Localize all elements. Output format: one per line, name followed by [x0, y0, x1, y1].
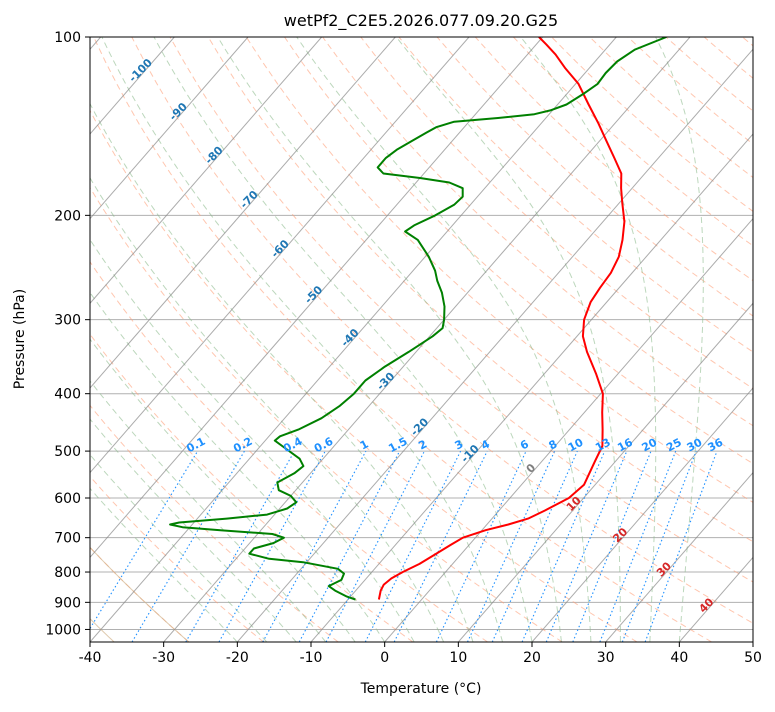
x-tick-label: 20: [523, 650, 541, 666]
x-tick-label: 30: [597, 650, 615, 666]
y-tick-label: 1000: [45, 622, 81, 638]
x-tick-label: 0: [380, 650, 389, 666]
y-tick-label: 400: [54, 387, 81, 403]
y-tick-label: 900: [54, 595, 81, 611]
y-tick-label: 800: [54, 565, 81, 581]
y-axis-label: Pressure (hPa): [12, 289, 28, 389]
x-tick-label: 10: [449, 650, 467, 666]
x-tick-label: -10: [300, 650, 323, 666]
y-tick-label: 600: [54, 491, 81, 507]
y-tick-label: 200: [54, 208, 81, 224]
y-tick-label: 500: [54, 444, 81, 460]
x-tick-label: 50: [744, 650, 762, 666]
x-tick-label: -40: [79, 650, 102, 666]
y-tick-label: 300: [54, 313, 81, 329]
x-tick-label: -20: [226, 650, 249, 666]
x-axis-label: Temperature (°C): [360, 681, 482, 697]
y-tick-label: 700: [54, 531, 81, 547]
y-tick-label: 100: [54, 30, 81, 46]
chart-title: wetPf2_C2E5.2026.077.09.20.G25: [284, 11, 558, 31]
x-tick-label: 40: [670, 650, 688, 666]
x-tick-label: -30: [152, 650, 175, 666]
